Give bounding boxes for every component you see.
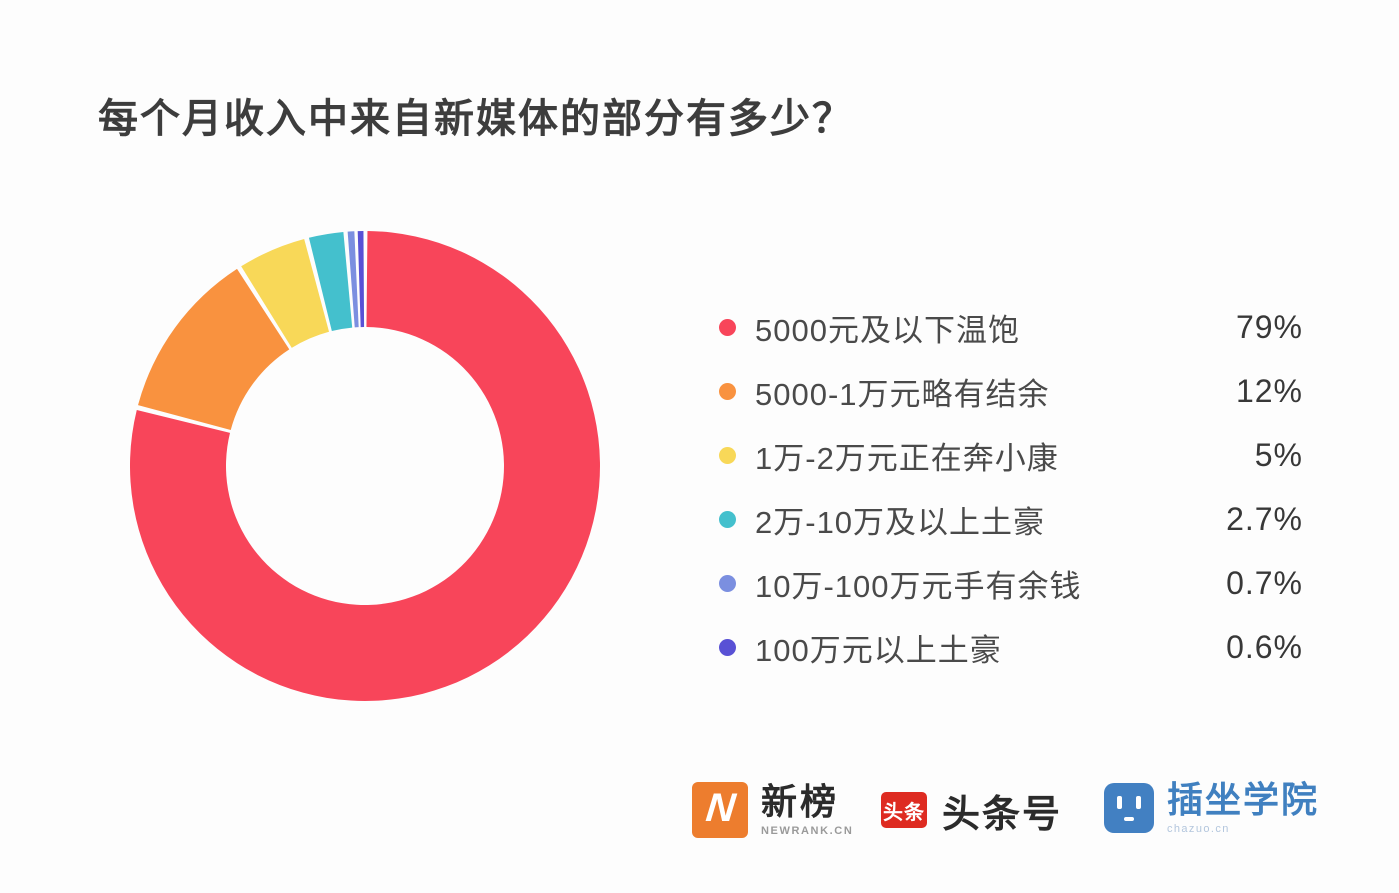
- donut-segment: [241, 239, 330, 348]
- chart-legend: 5000元及以下温饱 79% 5000-1万元略有结余 12% 1万-2万元正在奔小康 5…: [719, 295, 1303, 679]
- legend-label: 5000-1万元略有结余: [755, 376, 1050, 412]
- toutiao-label: 头条号: [942, 793, 1063, 836]
- donut-segment: [130, 231, 600, 701]
- newrank-text: 新榜 NEWRANK.CN: [761, 780, 854, 837]
- legend-item: 1万-2万元正在奔小康 5%: [719, 423, 1303, 487]
- newrank-label: 新榜: [761, 780, 840, 822]
- legend-item: 2万-10万及以上土豪 2.7%: [719, 487, 1303, 551]
- legend-label: 5000元及以下温饱: [755, 312, 1020, 348]
- legend-item: 5000-1万元略有结余 12%: [719, 359, 1303, 423]
- newrank-sublabel: NEWRANK.CN: [761, 824, 854, 837]
- toutiao-logo-icon: 头条: [881, 792, 927, 828]
- donut-segment: [138, 268, 290, 431]
- donut-segment: [347, 231, 359, 328]
- donut-chart: [130, 231, 600, 701]
- brand-newrank: N 新榜 NEWRANK.CN: [692, 781, 853, 839]
- brand-toutiao: 头条 头条号: [881, 781, 1062, 839]
- newrank-n-glyph: N: [703, 786, 737, 830]
- legend-value: 5%: [1254, 436, 1303, 473]
- legend-value: 12%: [1235, 372, 1303, 409]
- legend-swatch: [719, 510, 736, 528]
- legend-value: 2.7%: [1226, 500, 1303, 537]
- legend-value: 0.6%: [1226, 628, 1303, 665]
- brand-chazuo: 插坐学院 chazuo.cn: [1104, 779, 1319, 837]
- legend-swatch: [719, 574, 736, 592]
- chazuo-sublabel: chazuo.cn: [1167, 822, 1230, 835]
- chazuo-label: 插坐学院: [1167, 778, 1320, 820]
- legend-label: 100万元以上土豪: [755, 632, 1002, 668]
- legend-label: 10万-100万元手有余钱: [755, 568, 1082, 604]
- donut-segment: [357, 231, 365, 328]
- legend-item: 10万-100万元手有余钱 0.7%: [719, 551, 1303, 615]
- robot-mouth: [1124, 817, 1134, 821]
- legend-label: 1万-2万元正在奔小康: [755, 440, 1059, 476]
- legend-item: 100万元以上土豪 0.6%: [719, 615, 1303, 679]
- legend-item: 5000元及以下温饱 79%: [719, 295, 1303, 359]
- legend-swatch: [719, 382, 736, 400]
- chazuo-text: 插坐学院 chazuo.cn: [1167, 778, 1320, 835]
- legend-value: 0.7%: [1226, 564, 1303, 601]
- legend-label: 2万-10万及以上土豪: [755, 504, 1046, 540]
- legend-swatch: [719, 446, 736, 464]
- legend-value: 79%: [1235, 308, 1303, 345]
- legend-swatch: [719, 638, 736, 656]
- robot-eye-right: [1136, 796, 1141, 809]
- donut-segment: [308, 232, 353, 332]
- page-title: 每个月收入中来自新媒体的部分有多少？: [98, 97, 854, 141]
- legend-swatch: [719, 318, 736, 336]
- chazuo-robot-icon: [1104, 783, 1154, 833]
- newrank-logo-icon: N: [692, 782, 748, 838]
- donut-chart-svg: [130, 231, 600, 701]
- robot-eye-left: [1117, 796, 1122, 809]
